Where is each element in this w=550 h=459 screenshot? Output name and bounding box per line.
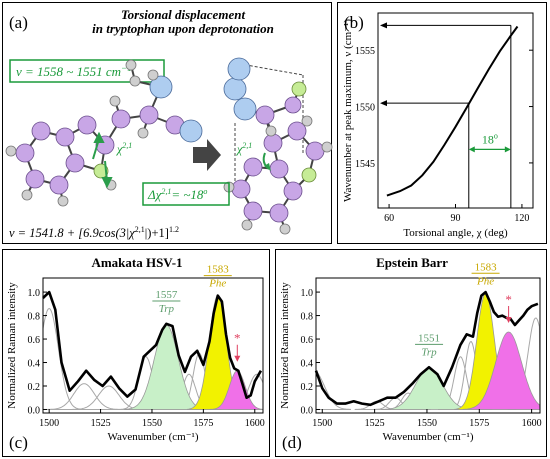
b-hline-2-arrowhead bbox=[380, 22, 387, 29]
panel-a-title-line2: in tryptophan upon deprotonation bbox=[92, 21, 274, 36]
y-tick-label: 0.0 bbox=[301, 405, 314, 416]
panel-b-letter: (b) bbox=[344, 13, 364, 32]
band-asterisk bbox=[462, 331, 541, 410]
y-tick-label: 0.6 bbox=[28, 335, 41, 346]
y-tick-label: 0.8 bbox=[301, 312, 314, 323]
torsion-formula: ν = 1541.8 + [6.9cos(3|χ2,1|)+1]1.2 bbox=[9, 225, 179, 240]
b-y-tick-label: 1545 bbox=[355, 159, 375, 170]
panel-a: (a) Torsional displacement in tryptophan… bbox=[2, 2, 333, 244]
panel-a-svg: (a) Torsional displacement in tryptophan… bbox=[5, 7, 333, 240]
phe-wavenumber-label: 1583 bbox=[207, 264, 230, 276]
grey-component-band bbox=[47, 383, 121, 410]
b-angle-annotation: 18o bbox=[482, 131, 498, 146]
x-tick-label: 1575 bbox=[193, 418, 213, 429]
b-angle-arrowhead-left bbox=[468, 146, 475, 153]
y-tick-label: 0.4 bbox=[301, 359, 314, 370]
band-trp bbox=[124, 324, 210, 410]
b-hline-1-arrowhead bbox=[380, 100, 387, 107]
y-axis-label: Normalized Raman intensity bbox=[6, 282, 18, 409]
b-y-axis-label: Wavenumber at peak maximum, ν (cm⁻¹) bbox=[342, 19, 354, 202]
trp-label: Trp bbox=[421, 346, 437, 358]
b-x-axis-label: Torsional angle, χ (deg) bbox=[403, 227, 508, 239]
band-trp bbox=[381, 368, 478, 410]
raman-spectrum-line bbox=[42, 290, 263, 399]
x-axis-label: Wavenumber (cm⁻¹) bbox=[108, 431, 199, 443]
y-tick-label: 0.2 bbox=[28, 382, 41, 393]
y-tick-label: 1.0 bbox=[28, 288, 41, 299]
b-x-tick-label: 120 bbox=[514, 213, 529, 224]
b-x-tick-label: 90 bbox=[451, 213, 461, 224]
panel-a-letter: (a) bbox=[9, 13, 28, 32]
x-tick-label: 1500 bbox=[39, 418, 59, 429]
b-plot-frame bbox=[377, 12, 534, 209]
nu-range-label: ν = 1558 ~ 1551 cm−1 bbox=[16, 63, 132, 79]
asterisk-pointer-head bbox=[234, 355, 241, 362]
b-angle-arrowhead-right bbox=[504, 146, 511, 153]
trp-wavenumber-label: 1551 bbox=[418, 332, 440, 344]
b-series-line bbox=[386, 25, 519, 197]
grey-component-band bbox=[42, 307, 82, 410]
b-y-tick-label: 1555 bbox=[355, 46, 375, 57]
grey-component-band bbox=[315, 370, 351, 410]
b-y-tick-label: 1550 bbox=[355, 103, 375, 114]
x-tick-label: 1600 bbox=[522, 418, 542, 429]
nu-range-box bbox=[9, 59, 165, 83]
panel-c-svg: Amakata HSV-1 1500 1525 1550 1575 1600 0.0 0.2… bbox=[6, 255, 265, 452]
asterisk-pointer-head bbox=[505, 317, 512, 323]
rotation-arrowhead-right bbox=[264, 163, 271, 171]
y-tick-label: 0.4 bbox=[28, 359, 41, 370]
plot-frame bbox=[42, 277, 264, 414]
x-axis-label: Wavenumber (cm⁻¹) bbox=[383, 431, 474, 443]
panel-b: (b) 60 90 120 1545 1550 1555 Torsional angle, … bbox=[337, 2, 547, 244]
x-tick-label: 1525 bbox=[91, 418, 111, 429]
y-axis-label: Normalized Raman intensity bbox=[279, 282, 291, 409]
x-tick-label: 1500 bbox=[312, 418, 332, 429]
panel-d-title: Epstein Barr bbox=[376, 255, 448, 270]
y-tick-label: 0.0 bbox=[28, 405, 41, 416]
rotation-arrows-left bbox=[92, 131, 113, 189]
panel-b-svg: (b) 60 90 120 1545 1550 1555 Torsional angle, … bbox=[342, 12, 534, 239]
y-tick-label: 0.2 bbox=[301, 382, 314, 393]
x-tick-label: 1550 bbox=[142, 418, 162, 429]
asterisk-label: * bbox=[234, 331, 241, 346]
chi-label-left: χ2,1 bbox=[116, 141, 132, 156]
b-x-tick-label: 60 bbox=[384, 213, 394, 224]
phe-wavenumber-label: 1583 bbox=[475, 261, 498, 273]
chi-label-right: χ2,1 bbox=[236, 141, 252, 156]
x-tick-label: 1600 bbox=[245, 418, 265, 429]
y-tick-label: 0.6 bbox=[301, 335, 314, 346]
panel-d-svg: Epstein Barr 1500 1525 1550 1575 1600 0.0 0.2 0… bbox=[279, 255, 542, 452]
molecule-right-atoms bbox=[223, 57, 333, 235]
panel-c-letter: (c) bbox=[9, 433, 28, 452]
transition-arrow bbox=[193, 139, 221, 171]
trp-label: Trp bbox=[159, 303, 175, 315]
trp-wavenumber-label: 1557 bbox=[155, 289, 178, 301]
asterisk-label: * bbox=[505, 292, 512, 307]
raman-spectrum-line bbox=[314, 290, 539, 407]
delta-chi-label: Δχ2,1= ~18o bbox=[147, 187, 207, 202]
panel-c-title: Amakata HSV-1 bbox=[91, 255, 182, 270]
panel-a-title-line1: Torsional displacement bbox=[121, 7, 246, 22]
plot-frame bbox=[315, 277, 541, 414]
phe-label: Phe bbox=[208, 278, 226, 290]
x-tick-label: 1575 bbox=[469, 418, 489, 429]
phe-label: Phe bbox=[476, 275, 494, 287]
panel-d: Epstein Barr 1500 1525 1550 1575 1600 0.0 0.2 0… bbox=[275, 249, 547, 457]
x-tick-label: 1525 bbox=[365, 418, 385, 429]
x-tick-label: 1550 bbox=[417, 418, 437, 429]
delta-chi-box bbox=[142, 182, 230, 206]
y-tick-label: 1.0 bbox=[301, 288, 314, 299]
panel-d-letter: (d) bbox=[282, 433, 302, 452]
y-tick-label: 0.8 bbox=[28, 312, 41, 323]
panel-c: Amakata HSV-1 1500 1525 1550 1575 1600 0.0 0.2… bbox=[2, 249, 270, 457]
